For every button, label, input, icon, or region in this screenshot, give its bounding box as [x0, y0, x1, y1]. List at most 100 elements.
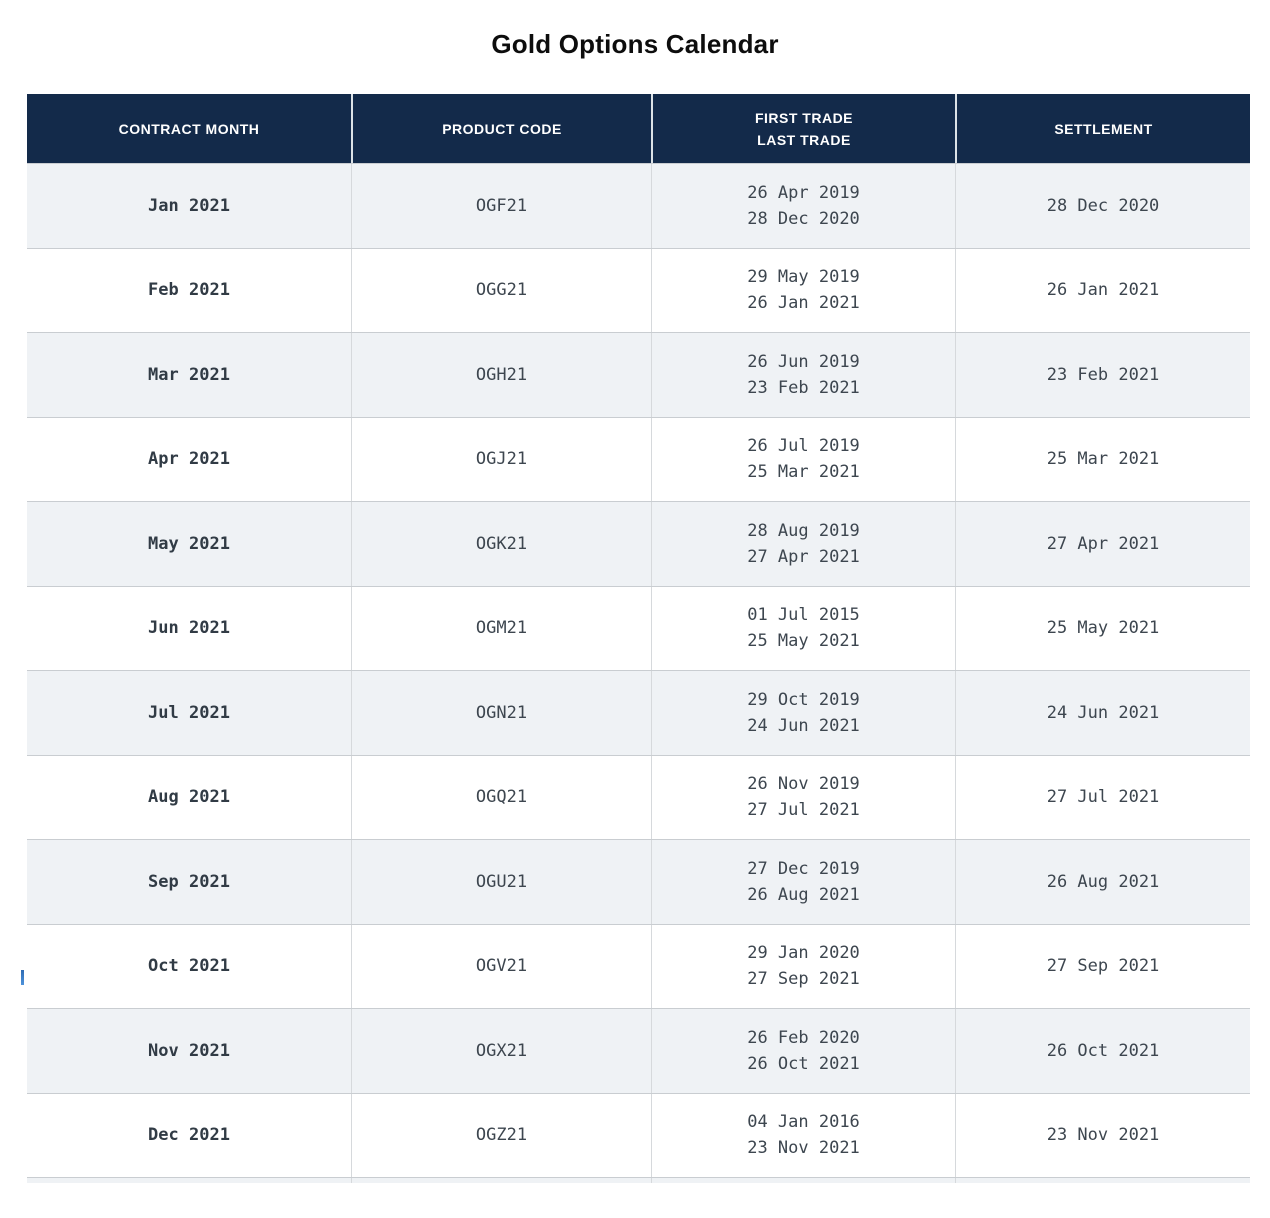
settlement-cell: 24 Jun 2021	[955, 671, 1250, 755]
first-last-trade-cell	[651, 1178, 955, 1183]
table-row: Jan 2021 OGF21 26 Apr 2019 28 Dec 2020 2…	[27, 163, 1250, 248]
first-trade-date: 26 Apr 2019	[747, 182, 860, 203]
table-row: Aug 2021 OGQ21 26 Nov 2019 27 Jul 2021 2…	[27, 754, 1250, 839]
contract-month-cell: Mar 2021	[148, 364, 230, 385]
settlement-cell: 26 Oct 2021	[955, 1009, 1250, 1093]
first-trade-date: 29 May 2019	[747, 267, 860, 288]
contract-month-cell: Dec 2021	[148, 1125, 230, 1146]
column-header-label-line1: FIRST TRADE	[754, 109, 854, 126]
first-trade-date: 28 Aug 2019	[747, 520, 860, 541]
table-row: Sep 2021 OGU21 27 Dec 2019 26 Aug 2021 2…	[27, 839, 1250, 924]
table-body: Jan 2021 OGF21 26 Apr 2019 28 Dec 2020 2…	[27, 163, 1250, 1183]
last-trade-date: 26 Aug 2021	[747, 884, 860, 905]
last-trade-date: 25 May 2021	[747, 631, 860, 652]
gold-options-calendar-table: CONTRACT MONTH PRODUCT CODE FIRST TRADE …	[27, 94, 1250, 1183]
first-trade-date: 26 Feb 2020	[747, 1027, 860, 1048]
column-header-first-last-trade: FIRST TRADE LAST TRADE	[651, 94, 955, 163]
column-header-settlement: SETTLEMENT	[955, 94, 1250, 163]
contract-month-cell: Jul 2021	[148, 702, 230, 723]
first-trade-date: 26 Jun 2019	[747, 351, 860, 372]
last-trade-date: 26 Oct 2021	[747, 1053, 860, 1074]
contract-month-cell: Oct 2021	[148, 956, 230, 977]
last-trade-date: 27 Sep 2021	[747, 969, 860, 990]
last-trade-date: 25 Mar 2021	[747, 462, 860, 483]
last-trade-date: 23 Nov 2021	[747, 1138, 860, 1159]
first-last-trade-cell: 29 Jan 2020 27 Sep 2021	[651, 924, 955, 1008]
first-last-trade-cell: 29 Oct 2019 24 Jun 2021	[651, 671, 955, 755]
first-last-trade-cell: 29 May 2019 26 Jan 2021	[651, 248, 955, 332]
first-last-trade-cell: 01 Jul 2015 25 May 2021	[651, 586, 955, 670]
first-last-trade-cell: 26 Jun 2019 23 Feb 2021	[651, 333, 955, 417]
table-row: Jun 2021 OGM21 01 Jul 2015 25 May 2021 2…	[27, 585, 1250, 670]
first-trade-date: 27 Dec 2019	[747, 858, 860, 879]
settlement-cell: 25 May 2021	[955, 586, 1250, 670]
settlement-cell: 27 Sep 2021	[955, 924, 1250, 1008]
settlement-cell: 23 Nov 2021	[955, 1093, 1250, 1177]
table-row	[27, 1177, 1250, 1183]
column-header-product-code: PRODUCT CODE	[351, 94, 651, 163]
contract-month-cell: Sep 2021	[148, 871, 230, 892]
settlement-cell: 26 Aug 2021	[955, 840, 1250, 924]
contract-month-cell	[27, 1178, 351, 1183]
page-title: Gold Options Calendar	[491, 29, 779, 59]
first-last-trade-cell: 26 Nov 2019 27 Jul 2021	[651, 755, 955, 839]
table-row: Dec 2021 OGZ21 04 Jan 2016 23 Nov 2021 2…	[27, 1092, 1250, 1177]
settlement-cell: 23 Feb 2021	[955, 333, 1250, 417]
first-trade-date: 29 Oct 2019	[747, 689, 860, 710]
product-code-cell: OGX21	[351, 1009, 651, 1093]
last-trade-date: 28 Dec 2020	[747, 208, 860, 229]
column-header-label-line2: LAST TRADE	[757, 131, 851, 148]
product-code-cell: OGF21	[351, 164, 651, 248]
product-code-cell: OGN21	[351, 671, 651, 755]
product-code-cell: OGK21	[351, 502, 651, 586]
settlement-cell: 27 Jul 2021	[955, 755, 1250, 839]
product-code-cell: OGQ21	[351, 755, 651, 839]
first-trade-date: 26 Nov 2019	[747, 774, 860, 795]
contract-month-cell: May 2021	[148, 533, 230, 554]
first-last-trade-cell: 04 Jan 2016 23 Nov 2021	[651, 1093, 955, 1177]
table-row: Mar 2021 OGH21 26 Jun 2019 23 Feb 2021 2…	[27, 332, 1250, 417]
first-trade-date: 01 Jul 2015	[747, 605, 860, 626]
contract-month-cell: Nov 2021	[148, 1040, 230, 1061]
first-trade-date: 26 Jul 2019	[747, 436, 860, 457]
last-trade-date: 23 Feb 2021	[747, 377, 860, 398]
table-row: Feb 2021 OGG21 29 May 2019 26 Jan 2021 2…	[27, 247, 1250, 332]
table-row: Oct 2021 OGV21 29 Jan 2020 27 Sep 2021 2…	[27, 923, 1250, 1008]
product-code-cell: OGU21	[351, 840, 651, 924]
settlement-cell: 25 Mar 2021	[955, 417, 1250, 501]
contract-month-cell: Jan 2021	[148, 195, 230, 216]
contract-month-cell: Jun 2021	[148, 618, 230, 639]
first-last-trade-cell: 26 Apr 2019 28 Dec 2020	[651, 164, 955, 248]
first-trade-date: 29 Jan 2020	[747, 943, 860, 964]
first-trade-date: 04 Jan 2016	[747, 1112, 860, 1133]
table-row: Jul 2021 OGN21 29 Oct 2019 24 Jun 2021 2…	[27, 670, 1250, 755]
table-row: May 2021 OGK21 28 Aug 2019 27 Apr 2021 2…	[27, 501, 1250, 586]
contract-month-cell: Feb 2021	[148, 280, 230, 301]
table-header-row: CONTRACT MONTH PRODUCT CODE FIRST TRADE …	[27, 94, 1250, 163]
column-header-label: CONTRACT MONTH	[118, 120, 260, 137]
text-cursor-artifact	[21, 970, 24, 985]
settlement-cell: 27 Apr 2021	[955, 502, 1250, 586]
settlement-cell	[955, 1178, 1250, 1183]
product-code-cell: OGV21	[351, 924, 651, 1008]
column-header-label: PRODUCT CODE	[442, 120, 562, 137]
last-trade-date: 26 Jan 2021	[747, 293, 860, 314]
first-last-trade-cell: 28 Aug 2019 27 Apr 2021	[651, 502, 955, 586]
first-last-trade-cell: 26 Feb 2020 26 Oct 2021	[651, 1009, 955, 1093]
column-header-label: SETTLEMENT	[1054, 120, 1153, 137]
last-trade-date: 24 Jun 2021	[747, 715, 860, 736]
first-last-trade-cell: 26 Jul 2019 25 Mar 2021	[651, 417, 955, 501]
first-last-trade-cell: 27 Dec 2019 26 Aug 2021	[651, 840, 955, 924]
last-trade-date: 27 Apr 2021	[747, 546, 860, 567]
contract-month-cell: Aug 2021	[148, 787, 230, 808]
product-code-cell: OGM21	[351, 586, 651, 670]
product-code-cell: OGJ21	[351, 417, 651, 501]
product-code-cell: OGH21	[351, 333, 651, 417]
product-code-cell	[351, 1178, 651, 1183]
settlement-cell: 28 Dec 2020	[955, 164, 1250, 248]
contract-month-cell: Apr 2021	[148, 449, 230, 470]
column-header-contract-month: CONTRACT MONTH	[27, 94, 351, 163]
table-row: Apr 2021 OGJ21 26 Jul 2019 25 Mar 2021 2…	[27, 416, 1250, 501]
table-row: Nov 2021 OGX21 26 Feb 2020 26 Oct 2021 2…	[27, 1008, 1250, 1093]
product-code-cell: OGZ21	[351, 1093, 651, 1177]
